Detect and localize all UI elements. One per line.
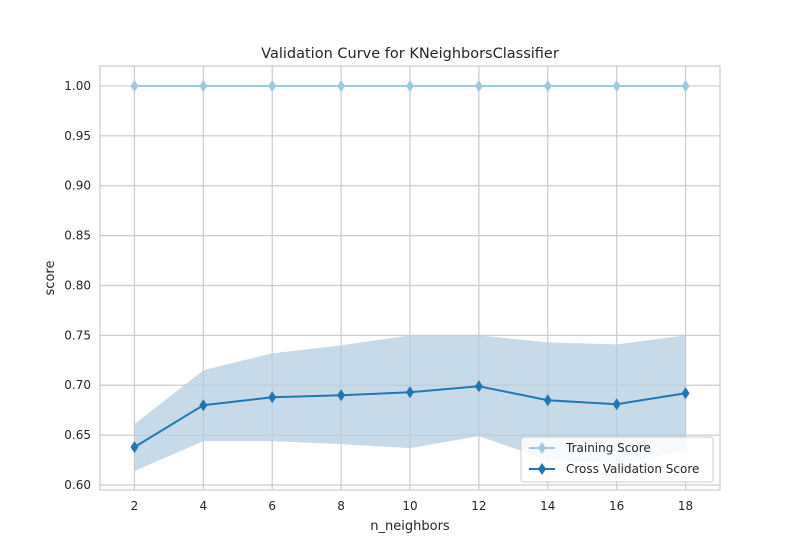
x-tick-label: 4 — [200, 499, 208, 513]
x-tick-label: 18 — [678, 499, 693, 513]
training-score-point — [474, 79, 483, 92]
cv-score-point — [337, 389, 346, 402]
cv-score-point — [268, 391, 277, 404]
cv-score-point — [681, 387, 690, 400]
training-score-point — [130, 79, 139, 92]
training-score-point — [268, 79, 277, 92]
training-score-point — [681, 79, 690, 92]
series-markers — [130, 79, 690, 454]
y-tick-label: 0.70 — [64, 378, 91, 392]
legend-marker-cv — [538, 463, 546, 475]
x-tick-label: 2 — [131, 499, 139, 513]
legend-label-training: Training Score — [565, 441, 651, 455]
x-tick-label: 12 — [471, 499, 486, 513]
legend: Training Score Cross Validation Score — [520, 436, 714, 483]
cv-score-point — [612, 398, 621, 411]
y-tick-label: 1.00 — [64, 79, 91, 93]
legend-label-cv: Cross Validation Score — [566, 462, 699, 476]
x-tick-label: 8 — [337, 499, 345, 513]
y-tick-label: 0.75 — [64, 328, 91, 342]
training-score-point — [543, 79, 552, 92]
cv-score-point — [130, 441, 139, 454]
training-score-point — [612, 79, 621, 92]
y-tick-labels: 0.60 0.65 0.70 0.75 0.80 0.85 0.90 0.95 1.00 — [64, 79, 91, 492]
x-tick-label: 6 — [268, 499, 276, 513]
y-axis-label: score — [43, 261, 58, 296]
cv-score-point — [406, 386, 414, 399]
legend-marker-training — [538, 442, 546, 454]
y-tick-label: 0.95 — [64, 129, 91, 143]
cv-score-point — [543, 394, 552, 407]
training-score-point — [199, 79, 208, 92]
training-score-point — [337, 79, 346, 92]
training-score-point — [406, 79, 414, 92]
x-tick-label: 10 — [402, 499, 417, 513]
y-tick-label: 0.60 — [64, 478, 91, 492]
cv-score-point — [199, 399, 208, 412]
cv-score-point — [474, 380, 483, 393]
y-tick-label: 0.85 — [64, 229, 91, 243]
y-tick-label: 0.65 — [64, 428, 91, 442]
chart-title: Validation Curve for KNeighborsClassifie… — [261, 46, 559, 62]
y-tick-label: 0.90 — [64, 179, 91, 193]
x-tick-label: 14 — [540, 499, 555, 513]
x-axis-label: n_neighbors — [370, 519, 450, 534]
x-tick-label: 16 — [609, 499, 624, 513]
x-tick-labels: 2 4 6 8 10 12 14 16 18 — [131, 499, 694, 513]
plot-frame — [99, 65, 721, 491]
y-tick-label: 0.80 — [64, 278, 91, 292]
legend-box — [520, 436, 714, 483]
